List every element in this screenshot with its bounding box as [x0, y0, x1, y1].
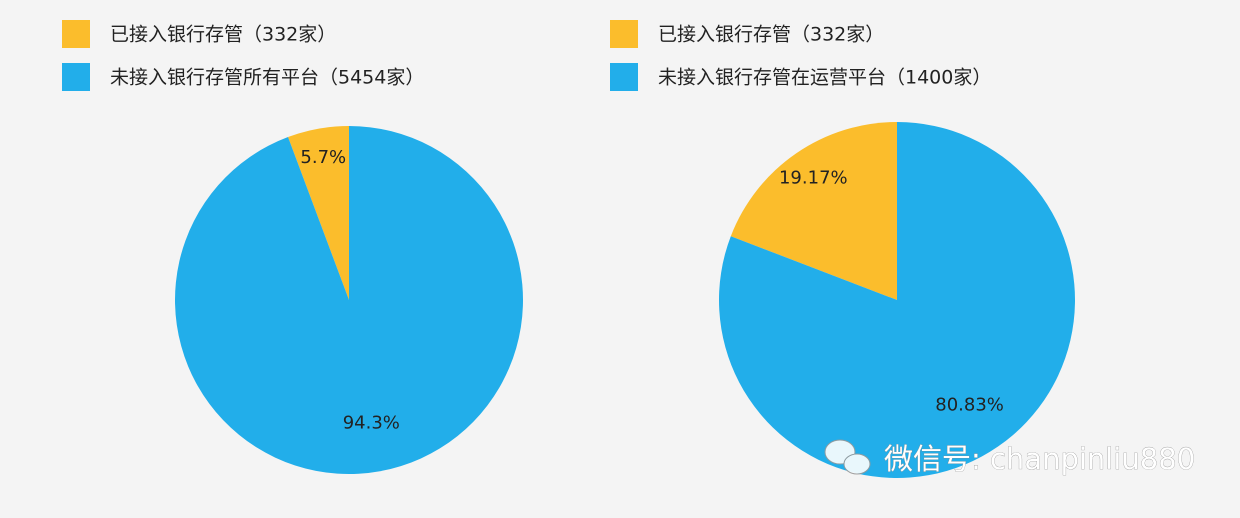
legend-label: 未接入银行存管所有平台（5454家）: [110, 67, 424, 89]
wechat-icon: [824, 439, 871, 475]
pie-chart: 已接入银行存管（332家） 未接入银行存管所有平台（5454家） 5.7% 94.3%: [62, 20, 523, 474]
legend-swatch: [62, 20, 90, 48]
slice-label: 5.7%: [300, 147, 346, 168]
pie-slice: [288, 126, 349, 300]
slice-label: 94.3%: [343, 412, 400, 433]
slice-label: 19.17%: [779, 167, 848, 188]
slice-label: 80.83%: [935, 395, 1004, 416]
pie-slice: [730, 122, 897, 300]
legend-swatch: [62, 63, 90, 91]
legend-label: 已接入银行存管（332家）: [110, 24, 336, 46]
pie-slice: [719, 122, 1075, 478]
legend-label: 未接入银行存管在运营平台（1400家）: [658, 67, 991, 89]
pie-slice: [174, 126, 523, 474]
watermark: 微信号: chanpinliu880: [884, 442, 1195, 476]
legend-swatch: [610, 63, 638, 91]
legend-label: 已接入银行存管（332家）: [658, 24, 884, 46]
charts: 已接入银行存管（332家） 未接入银行存管所有平台（5454家） 5.7% 94.3%…: [62, 20, 1075, 478]
pie-chart: 已接入银行存管（332家） 未接入银行存管在运营平台（1400家） 19.17% 80…: [610, 20, 1075, 478]
legend-swatch: [610, 20, 638, 48]
